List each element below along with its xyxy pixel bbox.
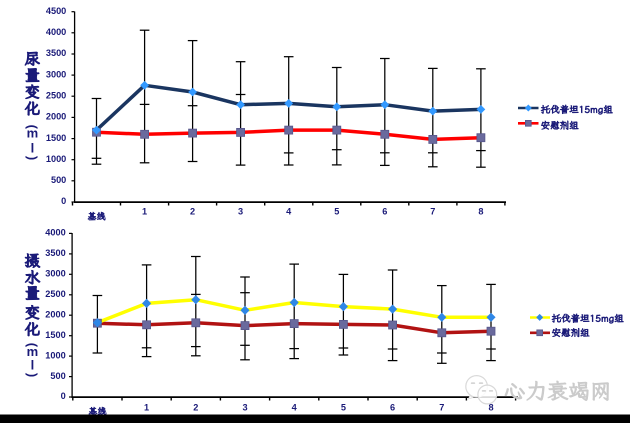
svg-text:4: 4: [286, 206, 292, 216]
svg-text:1000: 1000: [46, 154, 66, 164]
svg-text:8: 8: [478, 206, 483, 216]
svg-text:3000: 3000: [45, 269, 65, 279]
svg-text:8: 8: [488, 402, 493, 412]
svg-text:0: 0: [61, 196, 66, 206]
svg-text:4500: 4500: [46, 6, 66, 16]
svg-text:m: m: [27, 125, 39, 140]
svg-text:4000: 4000: [45, 228, 65, 238]
svg-text:500: 500: [50, 371, 65, 381]
svg-text:): ): [25, 156, 40, 160]
svg-text:2: 2: [190, 206, 195, 216]
svg-text:(: (: [25, 343, 40, 348]
svg-text:1500: 1500: [45, 330, 65, 340]
svg-text:6: 6: [382, 206, 387, 216]
svg-text:1500: 1500: [46, 133, 66, 143]
svg-text:): ): [25, 373, 40, 377]
svg-text:3: 3: [238, 206, 243, 216]
svg-text:2000: 2000: [45, 309, 65, 319]
svg-text:3: 3: [242, 402, 247, 412]
svg-text:2500: 2500: [46, 91, 66, 101]
svg-text:6: 6: [390, 402, 395, 412]
svg-text:4000: 4000: [46, 27, 66, 37]
svg-text:l: l: [31, 358, 35, 373]
svg-text:2: 2: [193, 402, 198, 412]
svg-text:7: 7: [439, 402, 444, 412]
svg-text:3000: 3000: [46, 69, 66, 79]
svg-text:5: 5: [334, 206, 339, 216]
svg-text:1000: 1000: [45, 350, 65, 360]
svg-text:3500: 3500: [45, 248, 65, 258]
svg-text:4: 4: [292, 402, 298, 412]
svg-text:l: l: [31, 141, 35, 156]
svg-text:1: 1: [142, 206, 147, 216]
svg-text:m: m: [27, 344, 39, 359]
svg-text:7: 7: [430, 206, 435, 216]
svg-text:2000: 2000: [46, 112, 66, 122]
svg-text:3500: 3500: [46, 48, 66, 58]
svg-text:(: (: [25, 125, 40, 130]
svg-text:5: 5: [341, 402, 346, 412]
svg-text:0: 0: [61, 391, 66, 401]
svg-text:500: 500: [51, 175, 66, 185]
svg-text:2500: 2500: [45, 289, 65, 299]
svg-text:1: 1: [144, 402, 149, 412]
